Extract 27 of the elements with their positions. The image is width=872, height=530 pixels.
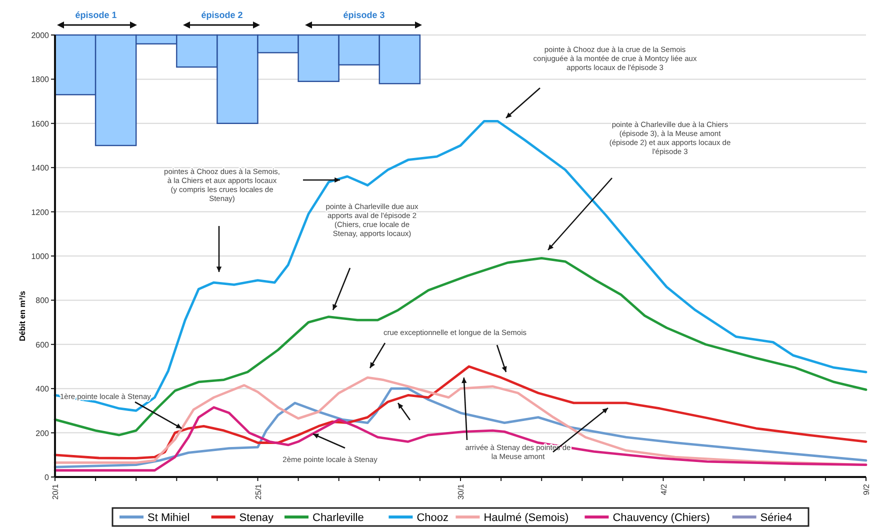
y-tick-label: 600 <box>36 340 50 350</box>
y-tick-label: 200 <box>36 428 50 438</box>
legend-label: Charleville <box>312 512 364 524</box>
y-tick-label: 1000 <box>31 252 50 261</box>
y-tick-label: 1600 <box>31 119 50 128</box>
y-axis-title: Débit en m³/s <box>18 290 27 342</box>
legend-label: St Mihiel <box>148 512 190 524</box>
y-tick-label: 0 <box>44 473 50 482</box>
y-tick-label: 1200 <box>31 208 50 217</box>
x-tick-label: 30/1 <box>456 483 466 500</box>
legend-label: Série4 <box>760 512 792 524</box>
y-tick-label: 800 <box>36 296 50 306</box>
x-tick-label: 25/1 <box>254 483 263 500</box>
y-tick-label: 2000 <box>31 31 50 40</box>
text: épisode 1 <box>75 10 117 20</box>
text: épisode 3 <box>343 10 385 20</box>
y-tick-label: 400 <box>36 384 50 394</box>
x-tick-label: 20/1 <box>51 483 60 500</box>
legend-label: Stenay <box>239 512 274 524</box>
legend-label: Haulmé (Semois) <box>484 512 569 524</box>
x-tick-label: 4/2 <box>659 483 668 496</box>
text: épisode 2 <box>201 10 243 20</box>
x-tick-label: 9/2 <box>862 483 871 496</box>
y-tick-label: 1800 <box>31 75 50 84</box>
legend-label: Chauvency (Chiers) <box>612 512 710 524</box>
legend-label: Chooz <box>416 512 448 524</box>
y-tick-label: 1400 <box>31 164 50 173</box>
